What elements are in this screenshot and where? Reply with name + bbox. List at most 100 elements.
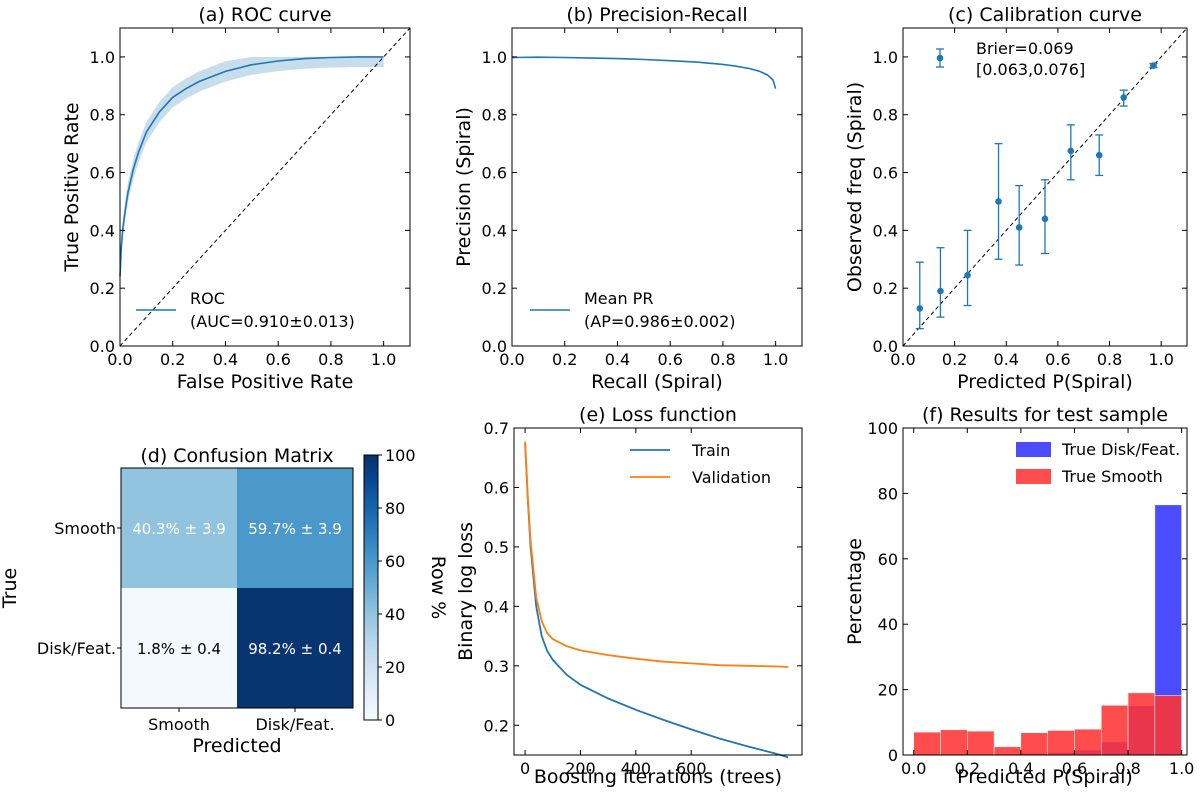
panel-confusion-matrix: 40.3% ± 3.9 59.7% ± 3.9 1.8% ± 0.4 98.2% ± … bbox=[0, 445, 449, 757]
legend: ROC (AUC=0.910±0.013) bbox=[136, 289, 355, 331]
y-tick-label: 0.4 bbox=[484, 597, 509, 616]
colorbar-scale bbox=[363, 454, 379, 721]
histogram-bar bbox=[913, 731, 941, 756]
x-tick-label: 0.8 bbox=[1115, 759, 1140, 778]
y-tick-label: 0.2 bbox=[873, 279, 898, 298]
legend-label: Mean PR bbox=[584, 289, 653, 308]
legend-label: True Smooth bbox=[1061, 467, 1163, 486]
x-axis-label: Predicted bbox=[192, 735, 281, 757]
y-tick-label: 0.6 bbox=[482, 164, 507, 183]
x-tick-label: 0 bbox=[520, 759, 530, 778]
x-tick-label: 0.4 bbox=[1008, 759, 1033, 778]
panel-title: (d) Confusion Matrix bbox=[140, 445, 333, 467]
y-tick-label: 0.6 bbox=[484, 478, 509, 497]
legend-label: (AUC=0.910±0.013) bbox=[190, 312, 355, 331]
x-tick-label: 1.0 bbox=[763, 350, 788, 369]
x-axis-label: Predicted P(Spiral) bbox=[957, 371, 1133, 393]
histogram-bar bbox=[1074, 728, 1102, 756]
x-tick-label: 0.8 bbox=[710, 350, 735, 369]
x-axis-label: False Positive Rate bbox=[177, 371, 354, 393]
legend: Train Validation bbox=[630, 441, 771, 487]
x-axis-label: Boosting iterations (trees) bbox=[534, 766, 782, 788]
x-tick-label: 0.8 bbox=[1097, 350, 1122, 369]
y-tick-label: 0.3 bbox=[484, 657, 509, 676]
histogram-bar bbox=[1127, 692, 1156, 756]
y-tick-label: 0.4 bbox=[482, 221, 507, 240]
y-tick-label: 1.0 bbox=[482, 48, 507, 67]
matrix-cell-label: 59.7% ± 3.9 bbox=[248, 520, 342, 538]
diagonal-reference-line bbox=[119, 27, 411, 347]
colorbar-tick-label: 60 bbox=[385, 552, 405, 571]
histogram-bar bbox=[993, 746, 1022, 756]
y-tick-label: 0.6 bbox=[873, 164, 898, 183]
legend-label: Train bbox=[691, 441, 730, 460]
plot-frame bbox=[120, 467, 354, 709]
histogram-bar bbox=[1154, 695, 1182, 756]
y-tick-label: 0.4 bbox=[90, 221, 115, 240]
colorbar-label: Row % bbox=[427, 556, 449, 620]
panel-title: (f) Results for test sample bbox=[922, 404, 1168, 426]
plot-frame bbox=[511, 27, 803, 347]
x-tick-label: 0.8 bbox=[318, 350, 343, 369]
y-axis-label: Precision (Spiral) bbox=[453, 107, 475, 267]
y-axis-label: Observed freq (Spiral) bbox=[844, 82, 866, 292]
y-tick-label: 1.0 bbox=[873, 48, 898, 67]
roc-confidence-band bbox=[120, 56, 384, 287]
y-axis-label: Binary log loss bbox=[455, 522, 477, 661]
matrix-cell bbox=[237, 468, 353, 588]
y-tick-label: 0.5 bbox=[484, 538, 509, 557]
calibration-point bbox=[1095, 151, 1103, 159]
y-tick-label: 0 bbox=[888, 746, 898, 765]
legend: Mean PR (AP=0.986±0.002) bbox=[530, 289, 736, 331]
legend-label: (AP=0.986±0.002) bbox=[584, 312, 736, 331]
calibration-point bbox=[1120, 94, 1128, 101]
y-tick-label: 0.7 bbox=[484, 419, 509, 438]
panel-calibration: (c) Calibration curve 0.0 0.2 0.4 0.6 0.8 1.0 0… bbox=[844, 4, 1188, 393]
x-tick-label: 0.6 bbox=[1062, 759, 1087, 778]
matrix-cell-label: 98.2% ± 0.4 bbox=[248, 640, 342, 658]
plot-frame bbox=[902, 427, 1188, 756]
histogram-bar bbox=[940, 729, 968, 756]
panel-title: (e) Loss function bbox=[579, 404, 737, 426]
roc-line bbox=[119, 56, 384, 277]
panel-precision-recall: (b) Precision-Recall 0.0 0.2 0.4 0.6 0.8 1.0 0.… bbox=[453, 4, 803, 393]
y-tick-label: 0.2 bbox=[482, 279, 507, 298]
x-tick-label: 0.6 bbox=[657, 350, 682, 369]
x-axis-label: Recall (Spiral) bbox=[591, 371, 723, 393]
matrix-cell bbox=[237, 588, 353, 708]
y-tick-label: Smooth bbox=[54, 519, 116, 538]
calibration-point bbox=[1015, 224, 1023, 231]
calibration-point bbox=[964, 271, 971, 279]
plot-frame bbox=[119, 27, 411, 347]
x-tick-label: 400 bbox=[621, 759, 652, 778]
legend-swatch bbox=[1016, 469, 1051, 484]
x-tick-label: 0.4 bbox=[994, 350, 1019, 369]
calibration-point bbox=[937, 287, 944, 295]
histogram-bar bbox=[1047, 730, 1075, 756]
y-axis-label: True Positive Rate bbox=[61, 102, 83, 272]
y-tick-label: 60 bbox=[878, 550, 898, 569]
x-tick-label: 0.2 bbox=[955, 759, 980, 778]
plot-frame bbox=[513, 427, 803, 756]
legend-label: ROC bbox=[190, 289, 225, 308]
loss-line-validation bbox=[524, 441, 789, 668]
legend: Brier=0.069 [0.063,0.076] bbox=[936, 39, 1085, 79]
x-tick-label: 0.6 bbox=[1045, 350, 1070, 369]
legend-swatch bbox=[936, 54, 944, 62]
matrix-cell bbox=[121, 468, 237, 588]
legend-label: Brier=0.069 bbox=[976, 39, 1074, 58]
x-tick-label: 0.4 bbox=[213, 350, 238, 369]
y-tick-label: 0.2 bbox=[484, 716, 509, 735]
colorbar-tick-label: 0 bbox=[385, 711, 395, 730]
y-tick-label: 80 bbox=[878, 484, 898, 503]
panel-loss-function: (e) Loss function 0 200 400 600 0.2 0.3 0.4 0.5 0… bbox=[455, 404, 803, 788]
y-axis-label: Percentage bbox=[844, 538, 866, 645]
x-tick-label: 0.2 bbox=[160, 350, 185, 369]
x-tick-label: 1.0 bbox=[1148, 350, 1173, 369]
panel-title: (c) Calibration curve bbox=[948, 4, 1142, 26]
y-tick-label: 0.0 bbox=[482, 337, 507, 356]
y-axis-label: True bbox=[0, 568, 21, 609]
histogram-bar bbox=[1101, 705, 1129, 756]
calibration-point bbox=[1067, 147, 1075, 155]
